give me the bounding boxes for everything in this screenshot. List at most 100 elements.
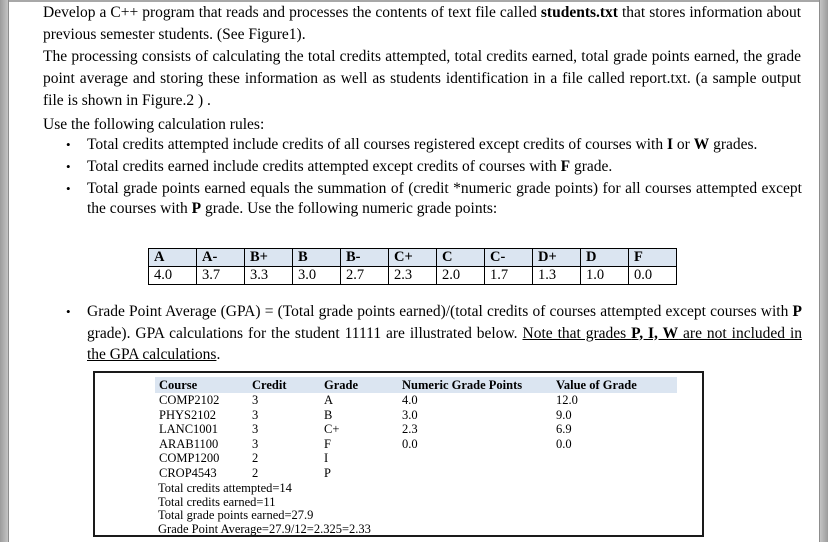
intro-paragraph-2: The processing consists of calculating t… bbox=[43, 46, 801, 112]
credit-cell: 3 bbox=[252, 422, 259, 436]
rule-item-gpa: • Grade Point Average (GPA) = (Total gra… bbox=[66, 301, 802, 366]
bullet-icon: • bbox=[66, 304, 71, 319]
numeric-grade-points-cell: 2.3 bbox=[402, 422, 418, 436]
grade-scale-point-cell: 0.0 bbox=[628, 266, 677, 285]
text-segment: W bbox=[693, 136, 710, 153]
grade-scale-grade-cell: B+ bbox=[244, 248, 293, 267]
rule-text: Total grade points earned equals the sum… bbox=[87, 179, 802, 221]
course-cell: CROP4543 bbox=[159, 465, 217, 480]
grade-scale-point-cell: 1.7 bbox=[484, 266, 533, 285]
text-segment: Total credits earned include credits att… bbox=[87, 157, 561, 175]
figure-header-cell: Course bbox=[155, 377, 248, 393]
text-segment: P, I, W bbox=[631, 324, 679, 342]
figure-summary-line: Total grade points earned=27.9 bbox=[158, 508, 314, 523]
figure-header-row: Course Credit Grade Numeric Grade Points Val… bbox=[155, 377, 677, 393]
figure-course-row: CROP4543 2 P bbox=[155, 466, 677, 481]
grade-scale-grade-cell: C+ bbox=[388, 248, 437, 267]
bullet-icon: • bbox=[66, 180, 71, 196]
grade-scale-point-cell: 1.0 bbox=[580, 266, 629, 285]
grade-scale-grade-cell: B bbox=[292, 248, 341, 267]
figure-header-cell: Value of Grade bbox=[552, 377, 677, 393]
figure-summary-line: Total credits attempted=14 bbox=[158, 481, 292, 495]
credit-cell: 3 bbox=[252, 393, 259, 407]
text-segment: grade. bbox=[570, 157, 613, 175]
text-segment: students.txt bbox=[540, 4, 618, 21]
figure-summary-lines: Total credits attempted=14 Total credits … bbox=[158, 481, 371, 536]
grade-cell: C+ bbox=[324, 422, 340, 436]
course-cell: ARAB1100 bbox=[159, 436, 219, 451]
numeric-grade-points-cell bbox=[398, 466, 552, 481]
grade-scale-grade-cell: D+ bbox=[532, 248, 581, 267]
text-segment: F bbox=[560, 157, 571, 175]
figure-course-row: COMP2102 3 A 4.0 12.0 bbox=[155, 393, 677, 408]
intro-paragraph-1: Develop a C++ program that reads and pro… bbox=[43, 2, 801, 46]
grade-scale-point-cell: 3.3 bbox=[244, 266, 293, 285]
rule-item-credits-attempted: • Total credits attempted include credit… bbox=[66, 135, 802, 156]
text-segment: Note that grades bbox=[522, 324, 632, 342]
page-right-edge bbox=[819, 0, 828, 542]
text-segment: Develop a C++ program that reads and pro… bbox=[43, 4, 541, 21]
text-segment: grades. bbox=[709, 136, 758, 153]
page-top-edge bbox=[0, 0, 828, 2]
figure-course-row: PHYS2102 3 B 3.0 9.0 bbox=[155, 408, 677, 423]
grade-scale-point-cell: 3.7 bbox=[196, 266, 245, 285]
rule-item-credits-earned: • Total credits earned include credits a… bbox=[66, 157, 802, 178]
grade-scale-point-cell: 2.0 bbox=[436, 266, 485, 285]
grade-scale-grade-cell: A bbox=[148, 248, 197, 267]
text-segment: I bbox=[666, 136, 674, 153]
figure-header-cell: Grade bbox=[320, 377, 398, 393]
grade-scale-point-cell: 2.7 bbox=[340, 266, 389, 285]
figure-course-row: COMP1200 2 I bbox=[155, 451, 677, 466]
bullet-icon: • bbox=[66, 158, 71, 174]
bullet-icon: • bbox=[66, 137, 71, 152]
rules-list: • Total credits attempted include credit… bbox=[66, 135, 802, 221]
text-segment: Total credits attempted include credits … bbox=[87, 136, 667, 153]
value-of-grade-cell: 12.0 bbox=[556, 393, 578, 407]
grade-scale-points-row: 4.0 3.7 3.3 3.0 2.7 2.3 2.0 1.7 1.3 1.0 0.0 bbox=[148, 266, 677, 285]
figure-summary-line: Total credits earned=11 bbox=[158, 494, 276, 509]
text-segment: are not included in the GPA calculations bbox=[87, 324, 803, 364]
credit-cell: 2 bbox=[252, 465, 259, 480]
text-segment: P bbox=[191, 200, 202, 218]
grade-scale-header-row: A A- B+ B B- C+ C C- D+ D F bbox=[148, 248, 677, 267]
value-of-grade-cell: 9.0 bbox=[556, 407, 572, 422]
grade-cell: A bbox=[324, 393, 334, 407]
figure-summary-line: Grade Point Average=27.9/12=2.325=2.33 bbox=[158, 521, 371, 536]
grade-scale-point-cell: 3.0 bbox=[292, 266, 341, 285]
text-segment: or bbox=[673, 136, 694, 153]
text-segment: The processing consists of calculating t… bbox=[43, 48, 801, 109]
rule-text: Total credits earned include credits att… bbox=[87, 157, 802, 178]
numeric-grade-points-table: A A- B+ B B- C+ C C- D+ D F 4.0 3.7 3.3 3.0 2.7 2.3 2.0 1… bbox=[148, 248, 677, 285]
page-left-edge bbox=[0, 0, 9, 542]
grade-cell: P bbox=[324, 465, 331, 480]
rule-text: Grade Point Average (GPA) = (Total grade… bbox=[87, 301, 802, 366]
text-segment: grade). GPA calculations for the student… bbox=[87, 324, 523, 342]
gpa-calculation-table: Course Credit Grade Numeric Grade Points Val… bbox=[155, 377, 677, 480]
figure-course-row: ARAB1100 3 F 0.0 0.0 bbox=[155, 437, 677, 452]
text-segment: . bbox=[216, 346, 221, 363]
figure-header-cell: Numeric Grade Points bbox=[398, 377, 552, 393]
text-segment: Grade Point Average (GPA) = (Total grade… bbox=[87, 303, 793, 320]
grade-cell: B bbox=[324, 407, 333, 422]
credit-cell: 3 bbox=[252, 407, 259, 422]
course-cell: COMP1200 bbox=[159, 451, 220, 465]
course-cell: LANC1001 bbox=[159, 422, 219, 436]
value-of-grade-cell: 0.0 bbox=[556, 436, 572, 451]
text-segment: grade. Use the following numeric grade p… bbox=[201, 200, 498, 218]
figure-course-row: LANC1001 3 C+ 2.3 6.9 bbox=[155, 422, 677, 437]
grade-scale-grade-cell: A- bbox=[196, 248, 245, 267]
numeric-grade-points-cell: 4.0 bbox=[402, 393, 418, 407]
figure2-sample-output-box: Course Credit Grade Numeric Grade Points Val… bbox=[93, 371, 704, 537]
rule-text: Total credits attempted include credits … bbox=[87, 135, 802, 156]
figure-header-cell: Credit bbox=[248, 377, 320, 393]
grade-cell: F bbox=[324, 436, 331, 451]
grade-scale-grade-cell: F bbox=[628, 248, 677, 267]
numeric-grade-points-cell: 0.0 bbox=[402, 436, 418, 451]
course-cell: PHYS2102 bbox=[159, 407, 216, 422]
value-of-grade-cell: 6.9 bbox=[556, 422, 572, 436]
figure-table-body: COMP2102 3 A 4.0 12.0 PHYS2102 3 B 3.0 9… bbox=[155, 393, 677, 480]
grade-scale-grade-cell: C- bbox=[484, 248, 533, 267]
value-of-grade-cell bbox=[552, 466, 677, 481]
grade-scale-point-cell: 1.3 bbox=[532, 266, 581, 285]
